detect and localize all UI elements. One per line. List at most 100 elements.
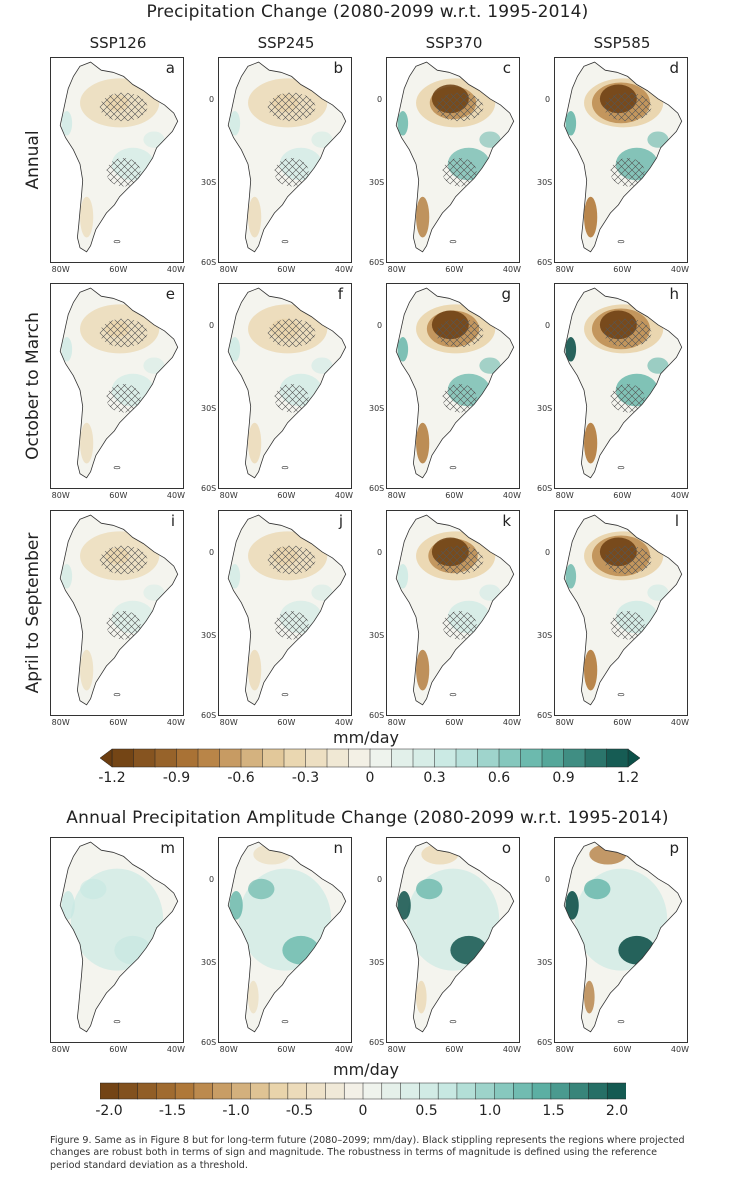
lon-tick-label: 40W xyxy=(670,1045,689,1054)
lon-tick-label: 60W xyxy=(109,491,128,500)
lon-tick-label: 80W xyxy=(555,265,574,274)
row-header-october-to-march: October to March xyxy=(23,312,43,460)
map-l xyxy=(563,514,683,706)
field-patch-2 xyxy=(248,196,262,238)
colorbar1-bin xyxy=(369,748,393,768)
field-patch-5 xyxy=(143,131,165,148)
lon-tick-label: 40W xyxy=(670,491,689,500)
lon-tick-label: 60W xyxy=(109,265,128,274)
stippling-south xyxy=(274,157,309,187)
lon-tick-label: 80W xyxy=(219,718,238,727)
lon-tick-label: 40W xyxy=(166,491,185,500)
colorbar1-bin xyxy=(197,748,221,768)
panel-letter: c xyxy=(502,59,511,77)
field-patch-5 xyxy=(416,980,427,1014)
field-patch-4 xyxy=(61,564,73,589)
colorbar1-bin xyxy=(477,748,500,768)
map-panel-f: f 0 30S 60S 80W 60W 40W xyxy=(201,283,353,500)
field-patch-4 xyxy=(229,564,241,589)
panel-letter: p xyxy=(669,839,679,857)
lon-tick-label: 40W xyxy=(166,265,185,274)
colorbar1-tick-label: 0.3 xyxy=(423,770,446,786)
colorbar2-tick-label: 2.0 xyxy=(605,1103,629,1119)
panel-letter: f xyxy=(337,285,343,303)
colorbar2-bin xyxy=(437,1082,458,1100)
stippling-north xyxy=(99,545,148,575)
map-panel-i: i 80W 60W 40W xyxy=(50,510,185,727)
colorbar2-tick-label: -1.5 xyxy=(158,1103,187,1119)
field-patch-3 xyxy=(416,422,430,464)
coastline xyxy=(227,61,347,253)
map-panel-e: e 80W 60W 40W xyxy=(50,283,185,500)
island-outline xyxy=(617,693,625,697)
field-patch-6 xyxy=(647,357,669,374)
panel-letter: j xyxy=(338,512,343,530)
colorbar2-bin xyxy=(156,1082,176,1100)
map-o xyxy=(395,841,515,1033)
field-patch-4 xyxy=(229,337,241,362)
map-panel-c: c 0 30S 60S 80W 60W 40W xyxy=(369,57,521,274)
field-patch-3 xyxy=(416,196,430,238)
lat-tick-label: 60S xyxy=(537,1038,553,1047)
colorbar2-bin xyxy=(400,1082,420,1100)
lat-tick-label: 30S xyxy=(201,630,217,640)
stippling-north xyxy=(267,545,316,575)
column-header-ssp126: SSP126 xyxy=(89,34,147,52)
lon-tick-label: 40W xyxy=(334,491,353,500)
island-outline xyxy=(449,693,457,697)
lat-tick-label: 0 xyxy=(209,875,215,885)
field-patch-3 xyxy=(80,878,107,900)
lon-tick-label: 40W xyxy=(670,718,689,727)
lat-tick-label: 30S xyxy=(369,403,385,413)
field-patch-5 xyxy=(248,980,259,1014)
map-g xyxy=(395,287,515,479)
map-panel-l: l 0 30S 60S 80W 60W 40W xyxy=(537,510,689,727)
coastline xyxy=(563,841,683,1033)
stippling-south xyxy=(106,383,141,413)
lon-tick-label: 80W xyxy=(387,265,406,274)
coastline xyxy=(395,841,515,1033)
lat-tick-label: 60S xyxy=(201,711,217,720)
lat-tick-label: 30S xyxy=(369,957,385,967)
lon-tick-label: 80W xyxy=(555,1045,574,1054)
map-c xyxy=(395,61,515,253)
panel-letter: o xyxy=(501,839,511,857)
coastline xyxy=(563,61,683,253)
colorbar2-bin xyxy=(419,1082,439,1100)
island-outline xyxy=(449,1020,457,1024)
panel-letter: a xyxy=(165,59,175,77)
colorbar2-bin xyxy=(531,1082,552,1100)
field-patch-6 xyxy=(647,584,669,601)
lat-tick-label: 0 xyxy=(377,548,383,558)
figure-title-bottom: Annual Precipitation Amplitude Change (2… xyxy=(66,808,669,828)
lon-tick-label: 60W xyxy=(277,491,296,500)
colorbar1-bin xyxy=(111,748,135,768)
stippling-south xyxy=(442,610,477,640)
map-d xyxy=(563,61,683,253)
colorbar1-tick-label: -1.2 xyxy=(98,770,126,786)
stippling-north xyxy=(603,545,652,575)
colorbar1-bin xyxy=(262,748,285,768)
lat-tick-label: 0 xyxy=(377,321,383,331)
lat-tick-label: 0 xyxy=(545,321,551,331)
colorbar2-bin xyxy=(100,1082,120,1100)
panel-letter: l xyxy=(674,512,679,530)
colorbar2-unit: mm/day xyxy=(333,1060,399,1079)
colorbar1-tick-label: 0 xyxy=(365,770,375,786)
field-patch-4 xyxy=(61,337,73,362)
field-patch-4 xyxy=(421,844,459,865)
lat-tick-label: 0 xyxy=(209,321,215,331)
field-patch-5 xyxy=(397,111,409,136)
lon-tick-label: 60W xyxy=(613,1045,632,1054)
lon-tick-label: 80W xyxy=(219,491,238,500)
map-j xyxy=(227,514,347,706)
field-patch-3 xyxy=(584,878,611,900)
lon-tick-label: 60W xyxy=(613,718,632,727)
map-panel-j: j 0 30S 60S 80W 60W 40W xyxy=(201,510,353,727)
lon-tick-label: 40W xyxy=(166,718,185,727)
colorbar2-tick-label: -2.0 xyxy=(95,1103,123,1119)
lon-tick-label: 60W xyxy=(613,265,632,274)
colorbar2-tick-label: 0.5 xyxy=(415,1103,438,1119)
lon-tick-label: 60W xyxy=(445,718,464,727)
column-header-ssp585: SSP585 xyxy=(593,34,651,52)
